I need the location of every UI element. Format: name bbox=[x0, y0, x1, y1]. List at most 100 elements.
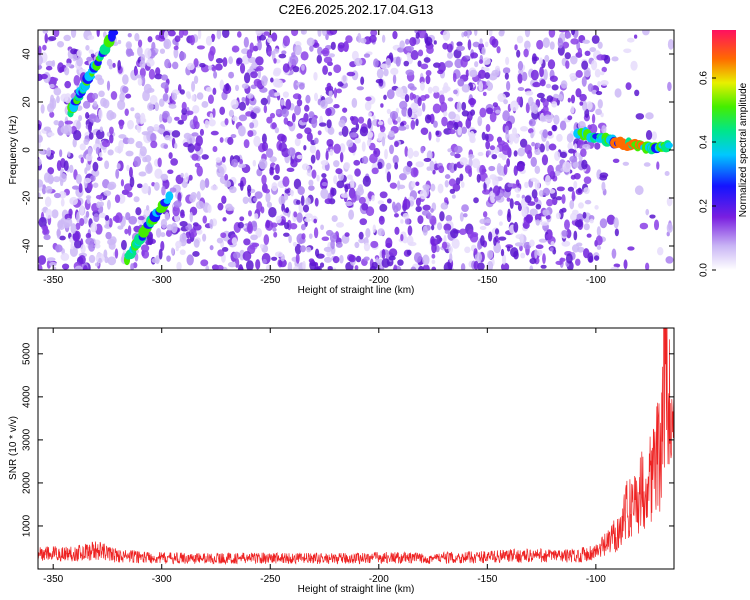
spectrogram-cell bbox=[372, 224, 376, 233]
spectrogram-cell bbox=[520, 252, 526, 259]
spectrogram-cell bbox=[544, 114, 552, 120]
snr-series-line bbox=[38, 328, 674, 566]
spectrogram-cell bbox=[38, 158, 42, 166]
spectrogram-cell bbox=[328, 53, 336, 58]
spectrogram-cell bbox=[499, 30, 505, 35]
spectrogram-cell bbox=[444, 229, 450, 234]
spectrogram-cell bbox=[207, 204, 212, 214]
spectrogram-cell bbox=[381, 136, 386, 147]
spectrogram-cell bbox=[197, 30, 202, 40]
spectrogram-cell bbox=[339, 152, 344, 163]
spectrogram-cell bbox=[477, 115, 483, 127]
spectrogram-cell bbox=[343, 162, 351, 170]
spectrogram-cell bbox=[516, 49, 521, 58]
spectrogram-cell bbox=[348, 254, 357, 263]
spectrogram-cell bbox=[283, 117, 289, 125]
spectrogram-cell bbox=[144, 47, 152, 59]
spectrogram-cell bbox=[623, 259, 628, 270]
spectrogram-cell bbox=[562, 161, 572, 173]
spectrogram-cell bbox=[281, 50, 287, 55]
spectrogram-cell bbox=[332, 267, 337, 270]
spectrogram-cell bbox=[529, 239, 535, 247]
spectrogram-cell bbox=[130, 107, 135, 112]
spectrogram-cell bbox=[238, 101, 246, 111]
spectrogram-cell bbox=[338, 131, 343, 136]
spectrogram-cell bbox=[573, 230, 578, 241]
spectrogram-cell bbox=[395, 87, 404, 98]
spectrogram-cell bbox=[570, 94, 576, 104]
spectrogram-cell bbox=[527, 128, 534, 134]
spectrogram-cell bbox=[78, 114, 83, 122]
y-tick-label: 20 bbox=[22, 96, 33, 108]
spectrogram-cell bbox=[196, 45, 205, 50]
spectrogram-cell bbox=[149, 94, 158, 105]
spectrogram-cell bbox=[61, 263, 70, 270]
spectrogram-cell bbox=[289, 54, 299, 66]
spectrogram-cell bbox=[300, 195, 305, 206]
spectrogram-cell bbox=[45, 65, 53, 71]
spectrogram-cell bbox=[506, 80, 511, 91]
spectrogram-cell bbox=[575, 258, 581, 266]
spectrogram-cell bbox=[363, 53, 371, 58]
spectrogram-cell bbox=[291, 30, 299, 37]
spectrogram-cell bbox=[274, 251, 284, 258]
spectrogram-cell bbox=[177, 192, 182, 203]
spectrogram-cell bbox=[320, 224, 324, 231]
spectrogram-cell bbox=[500, 262, 510, 270]
spectrogram-cell bbox=[443, 111, 448, 117]
spectrogram-cell bbox=[304, 213, 313, 219]
spectrogram-cell bbox=[363, 256, 370, 261]
spectrogram-cell bbox=[173, 45, 179, 51]
spectrogram-cell bbox=[179, 249, 186, 256]
spectrogram-cell bbox=[46, 147, 52, 157]
spectrogram-cell bbox=[574, 219, 583, 228]
spectrogram-cell bbox=[508, 134, 514, 145]
spectrogram-cell bbox=[106, 199, 111, 210]
spectrogram-cell bbox=[489, 111, 497, 123]
spectrogram-cell bbox=[158, 248, 163, 260]
spectrogram-cell bbox=[85, 112, 90, 120]
spectrogram-cell bbox=[336, 222, 345, 228]
spectrogram-cell bbox=[261, 75, 268, 87]
spectrogram-cells bbox=[38, 30, 674, 270]
spectrogram-cell bbox=[278, 53, 287, 59]
spectrogram-cell bbox=[325, 107, 332, 117]
spectrogram-cell bbox=[431, 224, 435, 231]
spectrogram-cell bbox=[49, 111, 55, 118]
spectrogram-cell bbox=[317, 30, 322, 37]
spectrogram-cell bbox=[78, 255, 86, 265]
spectrogram-cell bbox=[179, 89, 185, 95]
spectrogram-cell bbox=[542, 37, 550, 48]
spectrogram-cell bbox=[566, 228, 572, 239]
spectrogram-cell bbox=[492, 102, 499, 108]
spectrogram-cell bbox=[566, 133, 574, 143]
spectrogram-cell bbox=[53, 176, 61, 183]
spectrogram-cell bbox=[597, 99, 603, 109]
spectrogram-cell bbox=[587, 83, 594, 92]
spectrogram-cell bbox=[163, 38, 172, 50]
spectrogram-cell bbox=[63, 222, 70, 229]
spectrogram-cell bbox=[126, 43, 132, 48]
spectrogram-cell bbox=[239, 180, 244, 191]
spectrogram-cell bbox=[237, 221, 244, 229]
spectrogram-cell bbox=[417, 49, 424, 57]
spectrogram-cell bbox=[487, 260, 494, 270]
spectrogram-cell bbox=[290, 189, 294, 197]
spectrogram-cell bbox=[309, 45, 314, 52]
spectrogram-cell bbox=[536, 39, 544, 50]
spectrogram-cell bbox=[657, 247, 664, 256]
spectrogram-cell bbox=[248, 210, 252, 217]
spectrogram-cell bbox=[412, 103, 418, 109]
spectrogram-cell bbox=[102, 99, 110, 109]
spectrogram-cell bbox=[532, 81, 541, 88]
spectrogram-cell bbox=[323, 56, 333, 64]
spectrogram-cell bbox=[625, 82, 632, 91]
spectrogram-cell bbox=[239, 63, 246, 74]
spectrogram-cell bbox=[274, 127, 280, 134]
spectrogram-cell bbox=[484, 41, 489, 48]
snr-y-label: SNR (10 * v/v) bbox=[8, 416, 19, 480]
spectrogram-cell bbox=[547, 130, 553, 136]
spectrogram-cell bbox=[287, 261, 293, 270]
spectrogram-y-ticks: -40 -20 0 20 40 bbox=[22, 48, 674, 253]
spectrogram-cell bbox=[459, 228, 467, 236]
